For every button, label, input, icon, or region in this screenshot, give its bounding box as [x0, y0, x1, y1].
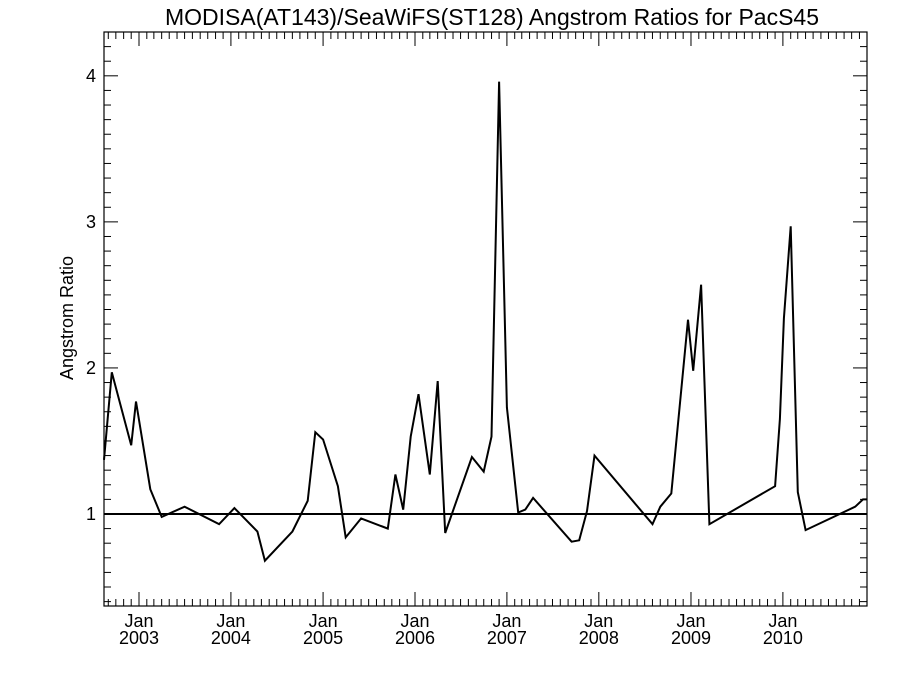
x-tick-year-label: 2008 [579, 628, 619, 648]
axis-ticks [104, 31, 868, 606]
x-tick-month-label: Jan [124, 611, 153, 631]
y-tick-label: 3 [86, 212, 96, 232]
series-layer [103, 81, 867, 563]
tick-labels: 1234Jan2003Jan2004Jan2005Jan2006Jan2007J… [86, 66, 803, 648]
x-tick-year-label: 2007 [487, 628, 527, 648]
chart-title: MODISA(AT143)/SeaWiFS(ST128) Angstrom Ra… [165, 4, 819, 30]
x-tick-year-label: 2003 [119, 628, 159, 648]
y-tick-label: 2 [86, 358, 96, 378]
y-tick-label: 1 [86, 504, 96, 524]
x-tick-month-label: Jan [400, 611, 429, 631]
plot-frame [103, 31, 868, 607]
x-tick-year-label: 2006 [395, 628, 435, 648]
x-tick-month-label: Jan [492, 611, 521, 631]
x-tick-year-label: 2005 [303, 628, 343, 648]
x-tick-year-label: 2004 [211, 628, 251, 648]
x-tick-month-label: Jan [584, 611, 613, 631]
x-tick-year-label: 2010 [763, 628, 803, 648]
x-tick-month-label: Jan [309, 611, 338, 631]
x-tick-month-label: Jan [216, 611, 245, 631]
x-tick-month-label: Jan [768, 611, 797, 631]
series-line [103, 81, 867, 563]
x-tick-month-label: Jan [676, 611, 705, 631]
x-tick-year-label: 2009 [671, 628, 711, 648]
y-axis-label: Angstrom Ratio [57, 256, 77, 380]
y-tick-label: 4 [86, 66, 96, 86]
